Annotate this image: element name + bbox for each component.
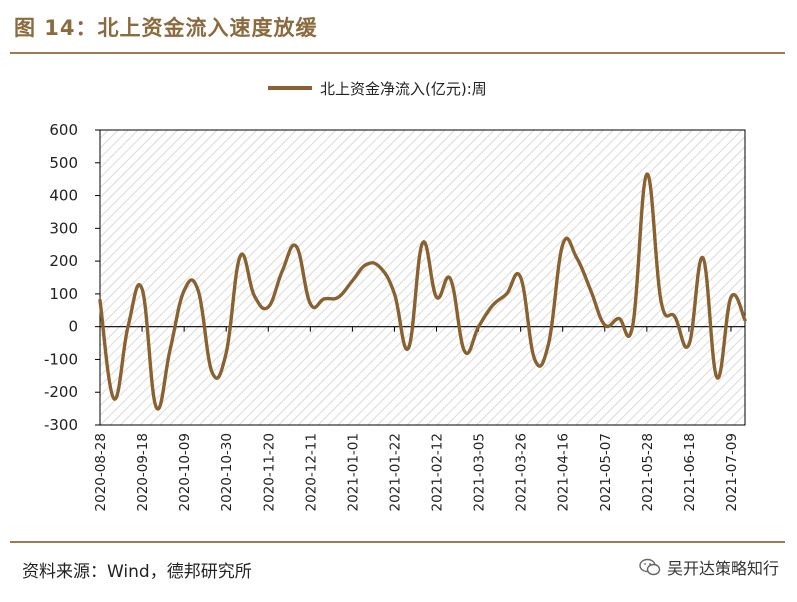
data-point: [126, 325, 130, 329]
x-tick-label: 2021-05-07: [598, 433, 614, 511]
source-note: 资料来源：Wind，德邦研究所: [22, 562, 252, 582]
legend-label: 北上资金净流入(亿元):周: [320, 80, 487, 98]
x-tick-label: 2021-02-12: [430, 433, 446, 511]
y-tick-label: 200: [49, 252, 78, 270]
data-point: [322, 297, 326, 301]
data-point: [617, 316, 621, 320]
data-point: [252, 294, 256, 298]
data-point: [378, 266, 382, 270]
data-point: [491, 303, 495, 307]
watermark-text: 吴开达策略知行: [666, 559, 779, 578]
y-tick-label: 400: [49, 187, 78, 205]
y-tick-label: -300: [44, 416, 78, 434]
data-point: [196, 289, 200, 293]
bottom-divider: [10, 541, 785, 543]
x-tick-label: 2021-03-05: [472, 433, 488, 511]
data-point: [266, 305, 270, 309]
y-tick-label: 300: [49, 219, 78, 237]
data-point: [519, 276, 523, 280]
data-point: [561, 243, 565, 247]
series-line-northbound-inflow: [98, 172, 747, 411]
x-tick-label: 2020-10-30: [219, 433, 235, 511]
data-point: [743, 318, 747, 322]
data-point: [238, 254, 242, 258]
data-point: [392, 292, 396, 296]
data-point: [589, 289, 593, 293]
data-point: [701, 256, 705, 260]
data-point: [449, 277, 453, 281]
data-point: [533, 357, 537, 361]
data-point: [421, 241, 425, 245]
x-tick-label: 2021-05-28: [640, 433, 656, 511]
data-point: [463, 349, 467, 353]
data-point: [336, 295, 340, 299]
data-point: [505, 292, 509, 296]
watermark: 吴开达策略知行: [639, 555, 779, 579]
data-point: [294, 244, 298, 248]
y-tick-label: 500: [49, 154, 78, 172]
figure-title: 图 14：北上资金流入速度放缓: [14, 16, 318, 40]
x-axis: 2020-08-28 2020-09-18 2020-10-09 2020-10-30…: [93, 326, 740, 511]
x-tick-label: 2021-07-09: [724, 433, 740, 511]
data-point: [154, 405, 158, 409]
chart-legend: 北上资金净流入(亿元):周: [268, 80, 487, 98]
data-point: [575, 256, 579, 260]
x-tick-label: 2021-03-26: [514, 433, 530, 511]
top-divider: [10, 52, 785, 54]
x-tick-label: 2021-04-16: [556, 433, 572, 511]
data-point: [98, 298, 102, 302]
y-tick-label: -200: [44, 383, 78, 401]
y-tick-label: 600: [49, 121, 78, 139]
x-tick-label: 2020-11-20: [261, 433, 277, 511]
data-point: [224, 351, 228, 355]
x-tick-label: 2021-01-01: [345, 433, 361, 511]
line-chart: 北上资金净流入(亿元):周 -300 -200 -100 0 100 200 300 400 5…: [44, 80, 747, 511]
x-tick-label: 2020-12-11: [303, 433, 319, 511]
data-point: [350, 279, 354, 283]
y-tick-label: -100: [44, 350, 78, 368]
y-axis: -300 -200 -100 0 100 200 300 400 500 600: [44, 121, 100, 434]
data-point: [168, 348, 172, 352]
data-point: [715, 375, 719, 379]
data-point: [687, 343, 691, 347]
data-point: [364, 262, 368, 266]
data-point: [112, 397, 116, 401]
data-point: [280, 269, 284, 273]
data-point: [603, 323, 607, 327]
data-point: [140, 287, 144, 291]
x-tick-label: 2021-06-18: [682, 433, 698, 511]
data-point: [729, 295, 733, 299]
data-point: [673, 315, 677, 319]
y-tick-label: 100: [49, 285, 78, 303]
y-tick-label: 0: [68, 318, 78, 336]
data-point: [659, 298, 663, 302]
x-tick-label: 2020-09-18: [135, 433, 151, 511]
data-point: [406, 346, 410, 350]
data-point: [435, 295, 439, 299]
data-point: [182, 289, 186, 293]
data-point: [210, 371, 214, 375]
x-tick-label: 2021-01-22: [387, 433, 403, 511]
data-point: [645, 172, 649, 176]
x-tick-label: 2020-10-09: [177, 433, 193, 511]
data-point: [477, 325, 481, 329]
x-tick-label: 2020-08-28: [93, 433, 109, 511]
wechat-icon: [639, 558, 661, 576]
data-point: [631, 323, 635, 327]
data-point: [308, 302, 312, 306]
data-point: [547, 341, 551, 345]
